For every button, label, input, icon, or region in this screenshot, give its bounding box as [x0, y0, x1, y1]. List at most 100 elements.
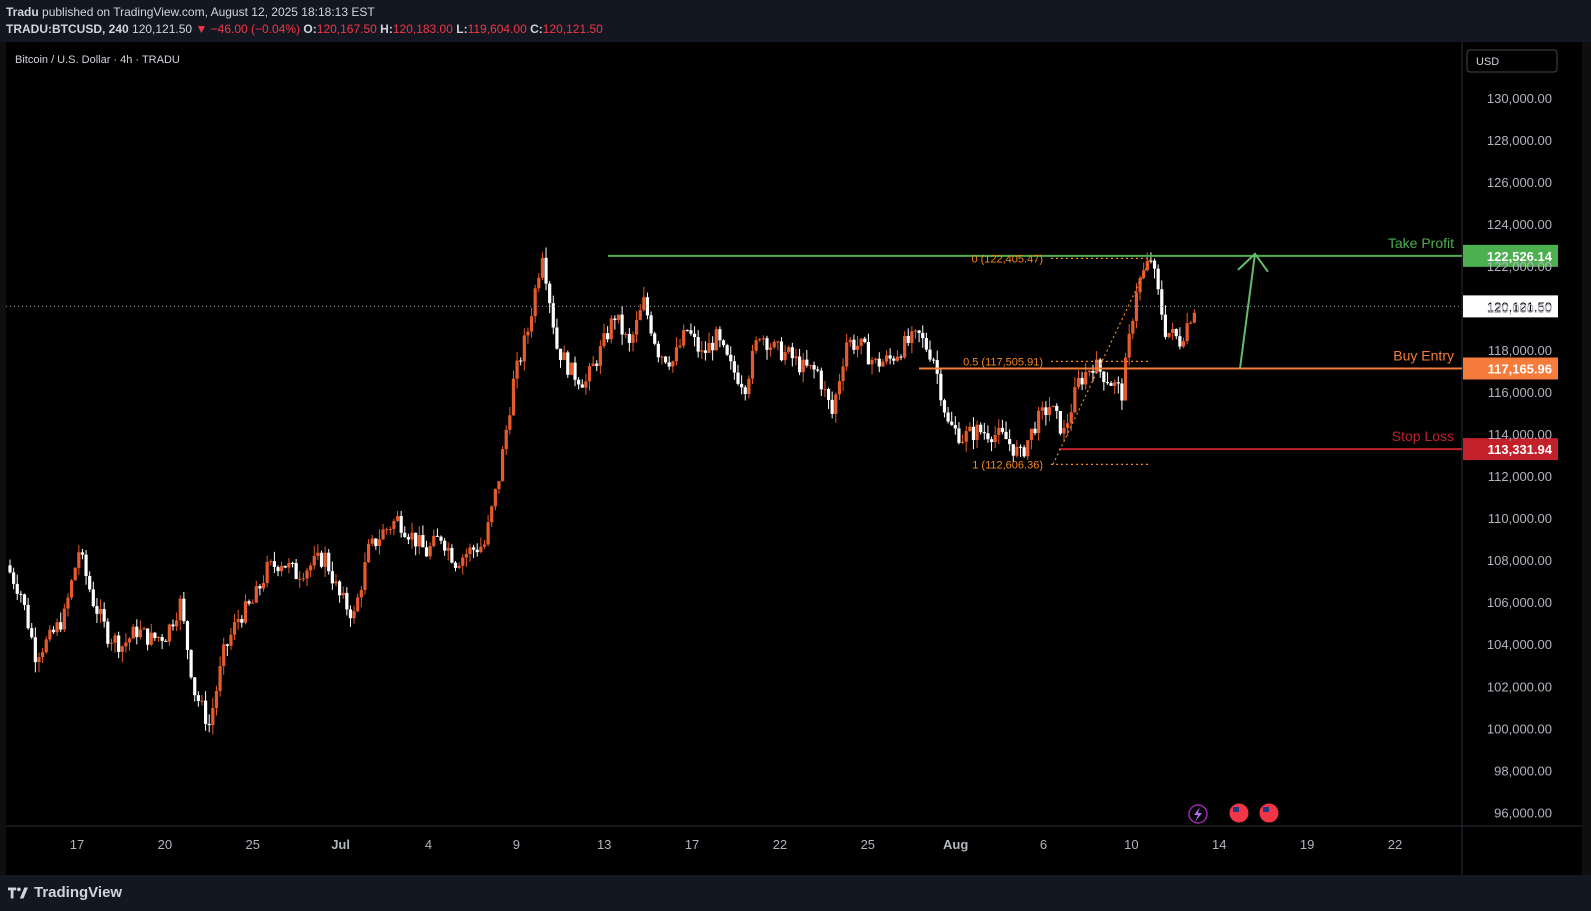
candle-body	[855, 345, 860, 350]
candle-body	[127, 638, 132, 643]
candle-body	[1062, 427, 1066, 434]
candle-body	[247, 601, 251, 604]
candle-body	[573, 362, 577, 380]
tradingview-logo[interactable]: TradingView	[8, 884, 122, 901]
candle-body	[102, 609, 106, 622]
candle-body	[1171, 329, 1175, 333]
close-value: 120,121.50	[542, 22, 603, 36]
candle-body	[95, 606, 99, 614]
us-flag-icon[interactable]	[1229, 803, 1249, 823]
candle-body	[924, 338, 928, 350]
candle-body	[877, 358, 881, 367]
candle-body	[953, 424, 957, 429]
x-tick-label: 25	[861, 837, 875, 852]
candle-body	[243, 601, 248, 623]
candle-body	[906, 335, 910, 344]
candle-body	[1156, 268, 1160, 290]
candle-body	[417, 534, 421, 547]
candle-body	[399, 516, 403, 533]
candle-body	[631, 334, 635, 343]
candle-body	[500, 449, 505, 482]
candle-body	[30, 628, 34, 638]
footer: TradingView	[0, 875, 1591, 911]
publisher-name[interactable]: Tradu	[6, 5, 39, 19]
candle-body	[805, 359, 809, 366]
candle-body	[19, 593, 23, 595]
y-tick-label: 104,000.00	[1487, 637, 1552, 652]
candle-body	[884, 355, 889, 362]
candle-body	[254, 586, 258, 603]
candle-body	[1004, 431, 1008, 440]
level-price-tag[interactable]	[1463, 438, 1558, 461]
candle-body	[776, 341, 780, 343]
candle-body	[258, 586, 262, 589]
candle-body	[779, 341, 784, 361]
candle-body	[975, 424, 979, 440]
candle-body	[946, 412, 950, 422]
candle-body	[457, 565, 461, 568]
candle-body	[135, 626, 139, 638]
candle-body	[1181, 341, 1186, 347]
candle-body	[587, 366, 592, 382]
candle-body	[935, 360, 939, 374]
candle-body	[519, 360, 523, 362]
candle-body	[837, 381, 842, 395]
candle-body	[1055, 405, 1059, 412]
candle-body	[178, 598, 182, 621]
candle-body	[566, 352, 570, 375]
candle-body	[964, 431, 968, 442]
candle-body	[167, 624, 171, 642]
fib-trend-line	[1052, 258, 1152, 465]
candle-body	[558, 348, 563, 361]
price-chart[interactable]: 120,121.50 Take Profit 122,526.14 Buy Entry…	[6, 42, 1582, 875]
candle-body	[497, 481, 501, 490]
y-tick-label: 116,000.00	[1488, 385, 1552, 400]
level-name: Buy Entry	[1393, 348, 1454, 364]
candle-body	[577, 379, 581, 385]
lightning-bolt	[1194, 807, 1202, 822]
candle-body	[584, 381, 588, 388]
candle-body	[1152, 260, 1157, 269]
candle-body	[490, 506, 494, 523]
candle-body	[732, 361, 736, 373]
candle-body	[624, 333, 628, 335]
candle-body	[40, 652, 45, 658]
candle-body	[1008, 439, 1012, 445]
candle-body	[1105, 382, 1110, 384]
lightning-icon[interactable]	[1188, 804, 1208, 824]
candle-body	[1073, 387, 1077, 413]
candle-body	[1149, 260, 1153, 262]
candle-body	[175, 620, 179, 627]
candle-body	[138, 629, 142, 638]
candle-body	[124, 642, 128, 647]
candle-body	[196, 695, 200, 702]
candle-body	[1066, 423, 1070, 428]
candle-body	[700, 350, 704, 352]
candle-body	[1131, 320, 1135, 334]
published-text: published on TradingView.com, August 12,…	[42, 5, 375, 19]
candle-body	[616, 314, 621, 320]
event-icons[interactable]	[1188, 803, 1279, 824]
chart-area[interactable]: 120,121.50 Take Profit 122,526.14 Buy Entry…	[6, 42, 1582, 875]
candle-body	[642, 297, 646, 311]
candle-body	[595, 363, 599, 366]
candle-body	[783, 352, 787, 361]
candle-body	[714, 329, 718, 351]
candle-body	[283, 565, 287, 568]
currency-box[interactable]	[1466, 49, 1558, 73]
candle-body	[529, 316, 534, 332]
close-label: C:	[530, 22, 543, 36]
candle-body	[1084, 372, 1088, 385]
y-tick-label: 108,000.00	[1487, 553, 1552, 568]
candle-body	[171, 624, 175, 627]
level-price-tag[interactable]	[1463, 357, 1558, 380]
candle-body	[424, 547, 429, 557]
candle-body	[251, 602, 255, 604]
candle-body	[69, 580, 74, 598]
candle-body	[479, 546, 483, 553]
candle-body	[265, 561, 269, 584]
us-flag-icon-2[interactable]	[1259, 803, 1279, 823]
level-price-tag[interactable]	[1463, 244, 1558, 267]
candle-body	[812, 365, 816, 370]
candle-body	[548, 283, 552, 304]
